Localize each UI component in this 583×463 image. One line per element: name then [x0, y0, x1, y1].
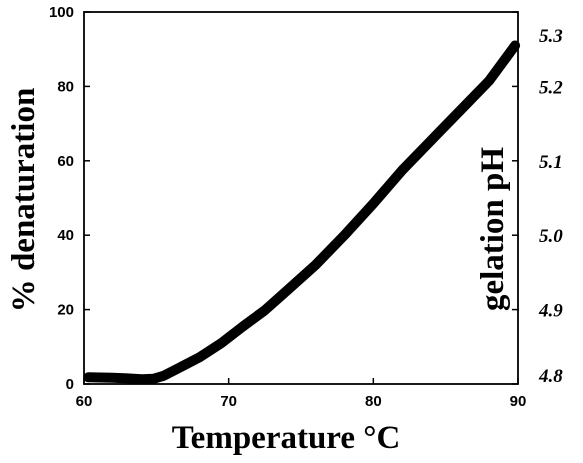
- ticks-layer: [83, 11, 519, 385]
- y-tick-label: 60: [57, 153, 74, 170]
- tick-labels-layer: 60 70 80 90 0 20 40 60 80 100 4.8 4.9 5.0 5.1 5.2 5.3: [49, 4, 563, 410]
- x-tick-label: 70: [220, 393, 237, 410]
- y2-tick-label: 5.2: [539, 77, 563, 98]
- y2-tick-label: 5.1: [539, 152, 563, 173]
- series-line: [83, 40, 521, 385]
- y2-axis-title: gelation pH: [475, 147, 511, 311]
- x-tick-label: 90: [510, 393, 527, 410]
- x-axis-title: Temperature °C: [172, 420, 401, 456]
- y-tick-label: 0: [66, 376, 74, 393]
- y-axis-title: % denaturation: [6, 88, 42, 313]
- y2-tick-label: 4.9: [538, 301, 563, 322]
- y-tick-label: 80: [57, 78, 74, 95]
- x-tick-label: 60: [76, 393, 93, 410]
- y2-tick-label: 5.3: [539, 26, 563, 47]
- y-tick-label: 40: [57, 227, 74, 244]
- x-tick-label: 80: [365, 393, 382, 410]
- y2-tick-label: 4.8: [538, 366, 563, 387]
- plot-frame: [83, 11, 519, 385]
- y-tick-label: 20: [57, 302, 74, 319]
- y2-tick-label: 5.0: [539, 226, 563, 247]
- y-tick-label: 100: [49, 4, 74, 21]
